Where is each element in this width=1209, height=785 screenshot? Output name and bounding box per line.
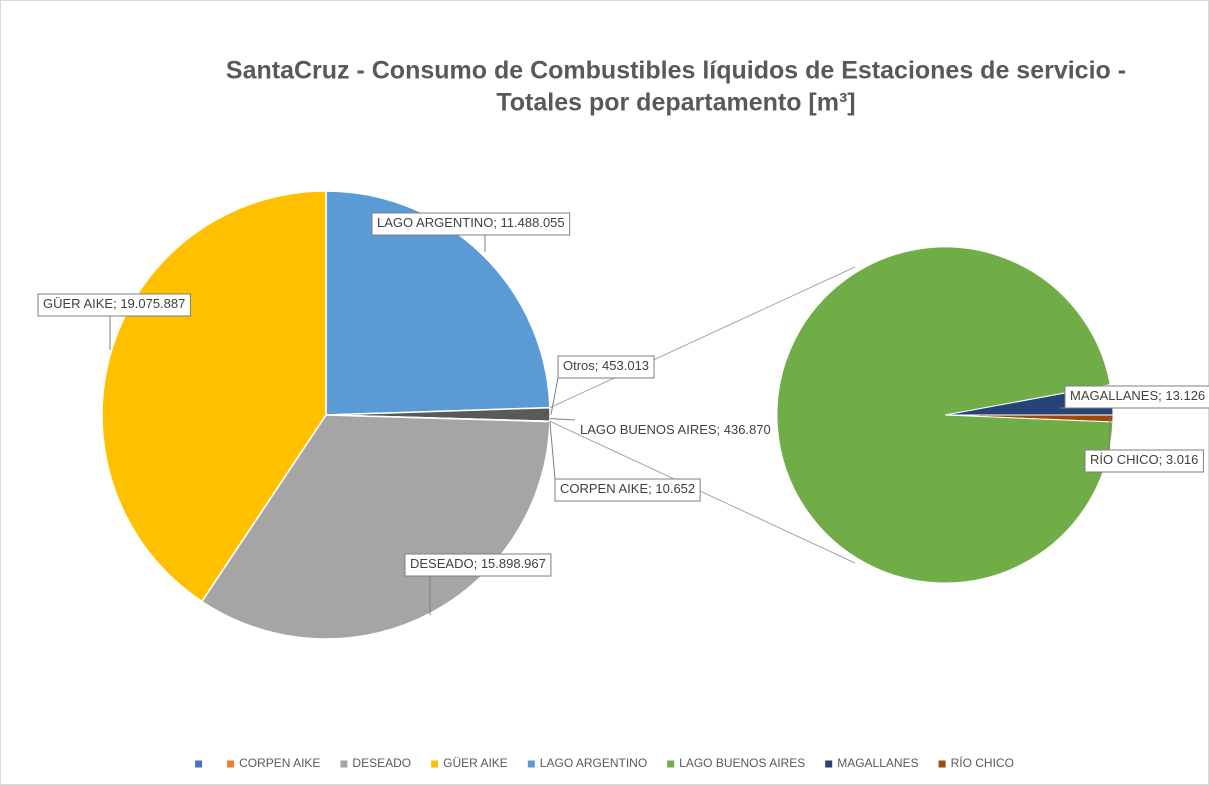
label-separator: ; — [1159, 452, 1166, 467]
label-separator: ; — [717, 422, 724, 437]
chart-title: SantaCruz - Consumo de Combustibles líqu… — [226, 57, 1126, 85]
label-separator: ; — [113, 296, 120, 311]
value-label: 13.126 — [1165, 388, 1205, 403]
legend-swatch — [667, 760, 675, 768]
legend-swatch — [431, 760, 439, 768]
data-label-text: CORPEN AIKE; 10.652 — [560, 481, 695, 496]
category-name: Otros — [563, 358, 595, 373]
label-separator: ; — [474, 556, 481, 571]
value-label: 436.870 — [724, 422, 771, 437]
label-box — [1064, 385, 1209, 409]
data-label: DESEADO; 15.898.967 — [404, 553, 552, 577]
data-label-text: Otros; 453.013 — [563, 358, 649, 373]
legend-swatch — [340, 760, 348, 768]
legend-label: MAGALLANES — [837, 756, 918, 770]
data-label: LAGO ARGENTINO; 11.488.055 — [371, 212, 571, 236]
label-leader — [550, 377, 559, 415]
data-label-text: GÜER AIKE; 19.075.887 — [43, 296, 185, 311]
data-label-text: DESEADO; 15.898.967 — [410, 556, 546, 571]
connector-line — [549, 266, 856, 409]
legend: CORPEN AIKE DESEADO GÜER AIKE LAGO ARGENTIN… — [195, 755, 1014, 770]
value-label: 3.016 — [1166, 452, 1199, 467]
legend-label: RÍO CHICO — [951, 755, 1014, 770]
connector-line — [549, 420, 856, 564]
label-box — [371, 212, 571, 236]
value-label: 10.652 — [655, 481, 695, 496]
label-box — [554, 478, 701, 502]
pie-slice — [776, 246, 1114, 584]
category-name: DESEADO — [410, 556, 474, 571]
label-separator: ; — [1158, 388, 1165, 403]
data-label: RÍO CHICO; 3.016 — [1084, 449, 1204, 473]
legend-swatch — [195, 760, 203, 768]
pie-slice — [325, 190, 551, 416]
label-box — [37, 293, 191, 317]
value-label: 15.898.967 — [481, 556, 546, 571]
chart-title: Totales por departamento [m³] — [496, 89, 855, 117]
legend-swatch — [227, 760, 235, 768]
legend-swatch — [527, 760, 535, 768]
legend-label: LAGO BUENOS AIRES — [679, 756, 805, 770]
value-label: 19.075.887 — [120, 296, 185, 311]
data-label: GÜER AIKE; 19.075.887 — [37, 293, 191, 317]
data-label-text: LAGO BUENOS AIRES; 436.870 — [580, 422, 771, 437]
data-label-text: MAGALLANES; 13.126 — [1070, 388, 1205, 403]
data-label: LAGO BUENOS AIRES; 436.870 — [580, 422, 771, 437]
value-label: 453.013 — [602, 358, 649, 373]
data-label: CORPEN AIKE; 10.652 — [554, 478, 701, 502]
category-name: CORPEN AIKE — [560, 481, 648, 496]
value-label: 11.488.055 — [501, 215, 565, 230]
category-name: GÜER AIKE — [43, 296, 113, 311]
label-leader — [549, 421, 556, 480]
legend-swatch — [825, 760, 833, 768]
label-separator: ; — [648, 481, 655, 496]
label-box — [1084, 449, 1204, 473]
legend-swatch — [938, 760, 946, 768]
legend-label: LAGO ARGENTINO — [540, 756, 647, 770]
data-label: MAGALLANES; 13.126 — [1064, 385, 1209, 409]
legend-label: GÜER AIKE — [443, 756, 508, 770]
category-name: RÍO CHICO — [1090, 452, 1159, 467]
label-separator: ; — [595, 358, 602, 373]
category-name: LAGO BUENOS AIRES — [580, 422, 717, 437]
label-separator: ; — [493, 215, 500, 230]
data-label-text: RÍO CHICO; 3.016 — [1090, 452, 1198, 467]
data-label-text: LAGO ARGENTINO; 11.488.055 — [377, 215, 565, 230]
legend-label: CORPEN AIKE — [239, 756, 320, 770]
data-label: Otros; 453.013 — [557, 355, 655, 379]
label-box — [557, 355, 655, 379]
label-box — [404, 553, 552, 577]
category-name: MAGALLANES — [1070, 388, 1158, 403]
label-leader — [549, 417, 576, 421]
category-name: LAGO ARGENTINO — [377, 215, 493, 230]
legend-label: DESEADO — [352, 756, 411, 770]
